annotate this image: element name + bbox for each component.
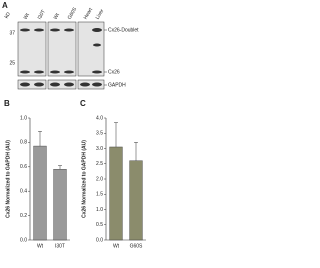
y-tick-label: 1.0 [96,207,103,213]
bands [20,28,102,87]
lane-label: Liver [95,8,106,21]
y-tick-label: 0.0 [96,237,103,243]
y-tick-label: 1.0 [20,115,27,121]
x-tick-label: G60S [130,243,143,249]
panel-label: B [4,99,10,108]
blot [77,79,105,90]
marker-label: 37 [9,30,15,36]
bar [33,145,47,241]
bar [53,169,67,241]
blot [47,79,77,90]
lane-label: I30T [37,9,47,21]
lane-label: Wt [53,12,62,21]
y-tick-label: 3.0 [96,146,103,152]
y-tick-label: 3.5 [96,131,103,137]
lane-label: Wt [23,12,32,21]
x-tick-label: Wt [37,243,44,249]
band-label: Cx26-Doublet [108,27,139,33]
y-tick-label: 1.5 [96,192,103,198]
figure: A kD Wt I30T Wt G60S Heart Liver 37 25 Cx26-Doub… [2,1,146,249]
marker-label: 25 [9,60,15,66]
y-tick-label: 0.6 [20,164,27,170]
y-tick-label: 0.0 [20,237,27,243]
bar [129,160,143,241]
panel-label: A [2,1,8,10]
lane-label: Heart [83,7,95,21]
bar [109,146,123,241]
y-tick-label: 0.8 [20,140,27,146]
y-tick-label: 0.2 [20,213,27,219]
y-tick-label: 0.5 [96,222,103,228]
band-label: Cx26 [108,69,120,75]
y-axis-label: Cx26 Normalized to GAPDH (AU) [5,140,11,218]
y-tick-label: 2.5 [96,161,103,167]
x-tick-label: Wt [113,243,120,249]
blot [17,79,47,90]
kd-label: kD [4,11,12,20]
lane-label: G60S [67,6,79,21]
y-axis-label: Cx26 Normalized to GAPDH (AU) [81,140,87,218]
panel-label: C [80,99,86,108]
band-label: GAPDH [108,82,126,88]
y-tick-label: 2.0 [96,176,103,182]
panel-a: A kD [2,1,105,90]
y-tick-label: 4.0 [96,115,103,121]
x-tick-label: I30T [55,243,65,249]
y-tick-label: 0.4 [20,189,27,195]
